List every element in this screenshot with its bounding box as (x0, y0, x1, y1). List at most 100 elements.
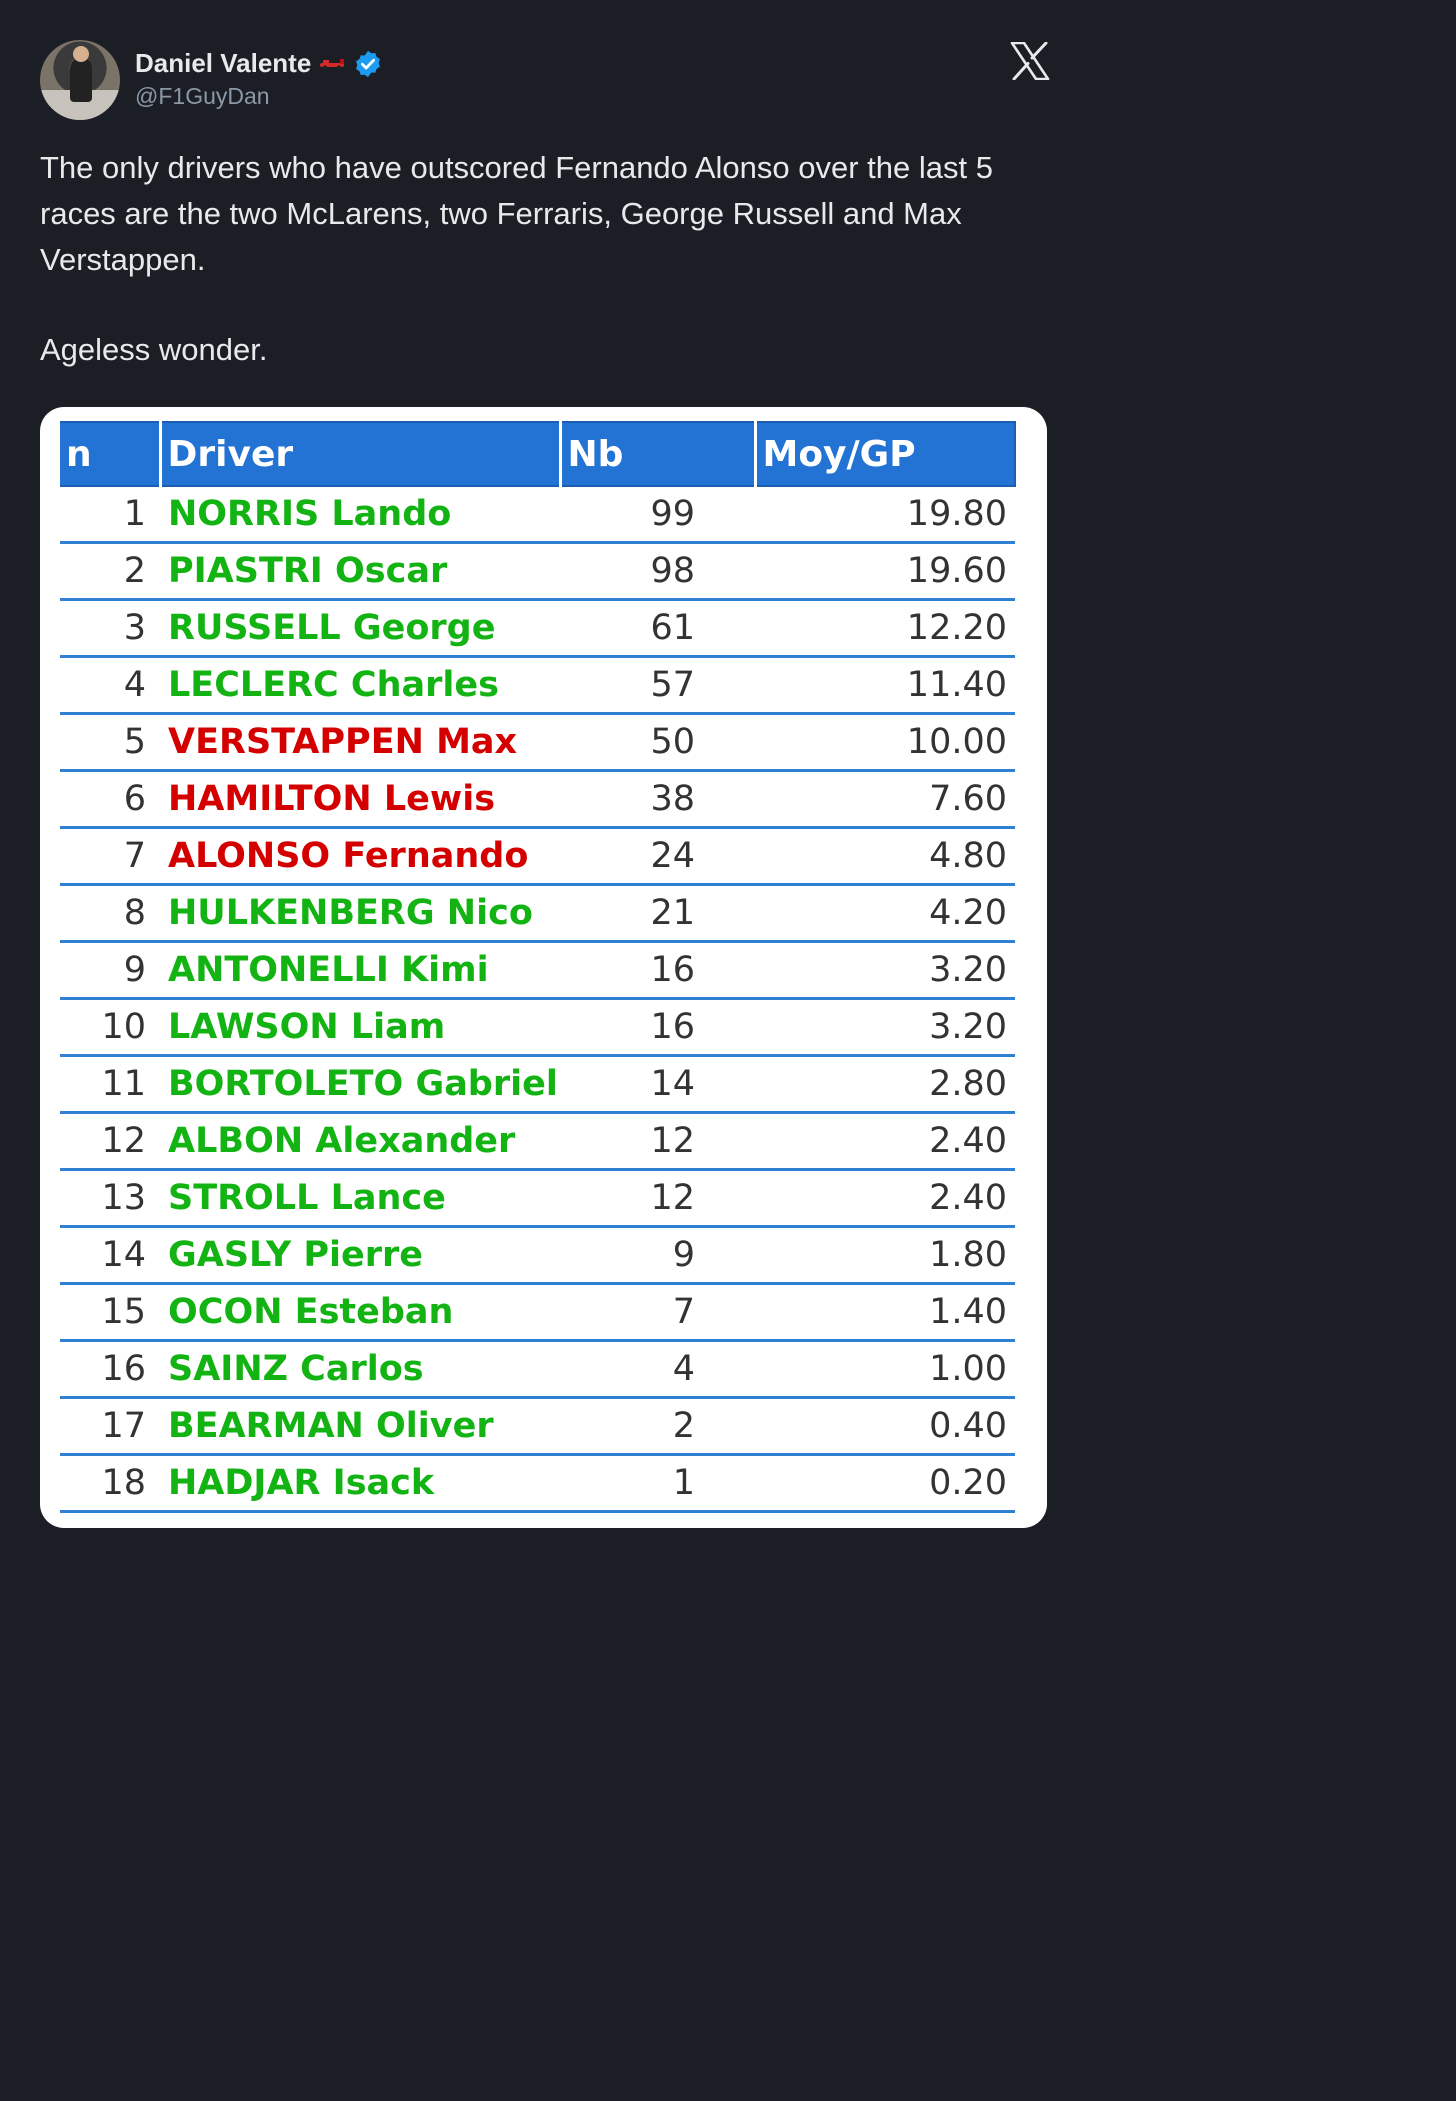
row-rank: 1 (60, 486, 160, 544)
row-driver-name: OCON Esteban (160, 1283, 560, 1342)
row-points: 61 (560, 599, 755, 658)
row-rank: 14 (60, 1226, 160, 1285)
avatar[interactable] (40, 40, 120, 120)
row-points: 12 (560, 1169, 755, 1228)
table-row: 18 HADJAR Isack 1 0.20 (60, 1454, 1015, 1513)
row-rank: 17 (60, 1397, 160, 1456)
row-driver-name: LAWSON Liam (160, 998, 560, 1057)
row-rank: 18 (60, 1454, 160, 1513)
row-rank: 9 (60, 941, 160, 1000)
row-rank: 12 (60, 1112, 160, 1171)
tweet-header: Daniel Valente @F1GuyDan (40, 40, 1050, 120)
row-points: 12 (560, 1112, 755, 1171)
table-row: 16 SAINZ Carlos 4 1.00 (60, 1340, 1015, 1399)
row-driver-name: PIASTRI Oscar (160, 542, 560, 601)
avatar-head (73, 46, 89, 62)
table-row: 4 LECLERC Charles 57 11.40 (60, 656, 1015, 715)
display-name[interactable]: Daniel Valente (135, 48, 312, 78)
row-points: 16 (560, 998, 755, 1057)
row-average: 0.40 (755, 1397, 1015, 1456)
table-row: 6 HAMILTON Lewis 38 7.60 (60, 770, 1015, 829)
name-row: Daniel Valente (135, 48, 383, 79)
row-rank: 4 (60, 656, 160, 715)
row-average: 11.40 (755, 656, 1015, 715)
row-driver-name: STROLL Lance (160, 1169, 560, 1228)
row-driver-name: RUSSELL George (160, 599, 560, 658)
row-rank: 11 (60, 1055, 160, 1114)
row-driver-name: BORTOLETO Gabriel (160, 1055, 560, 1114)
row-average: 2.80 (755, 1055, 1015, 1114)
row-points: 7 (560, 1283, 755, 1342)
row-driver-name: HAMILTON Lewis (160, 770, 560, 829)
table-row: 9 ANTONELLI Kimi 16 3.20 (60, 941, 1015, 1000)
row-rank: 2 (60, 542, 160, 601)
user-handle[interactable]: @F1GuyDan (135, 83, 270, 109)
table-header-row: n Driver Nb Moy/GP (60, 421, 1016, 487)
standings-table: n Driver Nb Moy/GP 1 NORRIS Lando 99 19.80 2… (60, 421, 1016, 1513)
table-row: 15 OCON Esteban 7 1.40 (60, 1283, 1015, 1342)
row-average: 4.80 (755, 827, 1015, 886)
row-points: 2 (560, 1397, 755, 1456)
tweet-paragraph-1: The only drivers who have outscored Fern… (40, 150, 993, 277)
row-points: 57 (560, 656, 755, 715)
tweet-paragraph-2: Ageless wonder. (40, 332, 268, 367)
row-driver-name: GASLY Pierre (160, 1226, 560, 1285)
row-rank: 5 (60, 713, 160, 772)
row-points: 9 (560, 1226, 755, 1285)
row-average: 1.40 (755, 1283, 1015, 1342)
table-row: 14 GASLY Pierre 9 1.80 (60, 1226, 1015, 1285)
tweet-text: The only drivers who have outscored Fern… (40, 145, 1050, 373)
row-driver-name: HULKENBERG Nico (160, 884, 560, 943)
row-average: 2.40 (755, 1112, 1015, 1171)
row-rank: 3 (60, 599, 160, 658)
row-average: 10.00 (755, 713, 1015, 772)
table-row: 1 NORRIS Lando 99 19.80 (60, 486, 1015, 544)
row-average: 3.20 (755, 998, 1015, 1057)
row-points: 50 (560, 713, 755, 772)
column-header-moy: Moy/GP (755, 421, 1016, 487)
table-row: 12 ALBON Alexander 12 2.40 (60, 1112, 1015, 1171)
row-points: 98 (560, 542, 755, 601)
row-driver-name: ALBON Alexander (160, 1112, 560, 1171)
row-driver-name: ALONSO Fernando (160, 827, 560, 886)
table-row: 11 BORTOLETO Gabriel 14 2.80 (60, 1055, 1015, 1114)
row-points: 21 (560, 884, 755, 943)
avatar-person (70, 58, 92, 102)
row-average: 4.20 (755, 884, 1015, 943)
table-row: 13 STROLL Lance 12 2.40 (60, 1169, 1015, 1228)
f1-car-icon (320, 58, 345, 70)
column-header-nb: Nb (560, 421, 757, 487)
row-average: 7.60 (755, 770, 1015, 829)
row-points: 24 (560, 827, 755, 886)
table-row: 3 RUSSELL George 61 12.20 (60, 599, 1015, 658)
row-rank: 13 (60, 1169, 160, 1228)
row-driver-name: BEARMAN Oliver (160, 1397, 560, 1456)
row-rank: 6 (60, 770, 160, 829)
row-points: 16 (560, 941, 755, 1000)
table-row: 2 PIASTRI Oscar 98 19.60 (60, 542, 1015, 601)
row-rank: 7 (60, 827, 160, 886)
row-driver-name: LECLERC Charles (160, 656, 560, 715)
row-driver-name: VERSTAPPEN Max (160, 713, 560, 772)
column-header-driver: Driver (160, 421, 562, 487)
row-rank: 8 (60, 884, 160, 943)
row-rank: 10 (60, 998, 160, 1057)
row-average: 2.40 (755, 1169, 1015, 1228)
row-points: 99 (560, 486, 755, 544)
x-logo-icon[interactable] (1010, 42, 1050, 80)
row-points: 14 (560, 1055, 755, 1114)
row-average: 1.80 (755, 1226, 1015, 1285)
row-driver-name: HADJAR Isack (160, 1454, 560, 1513)
table-row: 7 ALONSO Fernando 24 4.80 (60, 827, 1015, 886)
table-body: 1 NORRIS Lando 99 19.80 2 PIASTRI Oscar 98 19.6… (60, 486, 1015, 1513)
row-rank: 15 (60, 1283, 160, 1342)
row-average: 19.60 (755, 542, 1015, 601)
row-driver-name: SAINZ Carlos (160, 1340, 560, 1399)
row-rank: 16 (60, 1340, 160, 1399)
row-average: 3.20 (755, 941, 1015, 1000)
column-header-n: n (60, 421, 162, 487)
table-row: 5 VERSTAPPEN Max 50 10.00 (60, 713, 1015, 772)
row-points: 1 (560, 1454, 755, 1513)
table-row: 10 LAWSON Liam 16 3.20 (60, 998, 1015, 1057)
media-image-card[interactable]: n Driver Nb Moy/GP 1 NORRIS Lando 99 19.80 2… (40, 407, 1047, 1528)
